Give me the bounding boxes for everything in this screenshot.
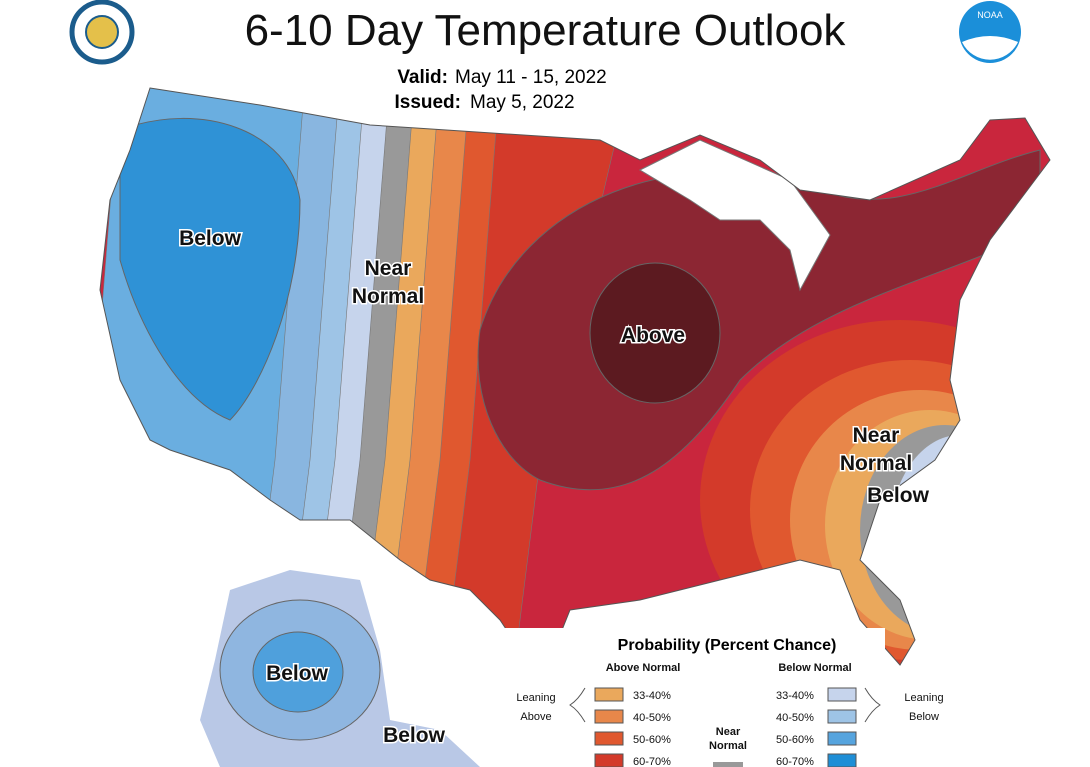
map-label: Below — [867, 484, 930, 507]
doc-seal-center — [85, 15, 119, 49]
legend-swatch — [594, 731, 624, 746]
legend-group: Below — [909, 711, 939, 723]
legend-group: Leaning — [516, 692, 555, 704]
noaa-text: NOAA — [977, 10, 1003, 20]
legend-swatch — [594, 753, 624, 767]
legend-label: 50-60% — [633, 734, 671, 746]
legend-swatch — [827, 753, 857, 767]
map-label: Near — [365, 257, 412, 280]
issued-label: Issued: — [394, 92, 461, 113]
legend-label: 40-50% — [776, 712, 814, 724]
legend-label: 60-70% — [776, 756, 814, 767]
legend-swatch — [827, 687, 857, 702]
legend-label: 60-70% — [633, 756, 671, 767]
map-label: Below — [383, 724, 446, 747]
conus-border — [99, 87, 1051, 666]
legend-heading: Above Normal — [606, 662, 681, 674]
map-label: Above — [621, 324, 685, 347]
alaska — [200, 570, 480, 767]
map-label: Normal — [840, 452, 912, 475]
map-label: Below — [266, 662, 329, 685]
legend-box — [495, 628, 885, 767]
legend-heading: Below Normal — [778, 662, 851, 674]
legend-group: Leaning — [904, 692, 943, 704]
noaa-wave — [962, 36, 1018, 60]
legend-brace — [864, 687, 881, 723]
legend-label: 50-60% — [776, 734, 814, 746]
title: 6-10 Day Temperature Outlook — [245, 6, 847, 55]
legend-title: Probability (Percent Chance) — [618, 637, 837, 654]
legend-swatch — [594, 687, 624, 702]
issued: May 5, 2022 — [470, 92, 575, 113]
legend-group: Normal — [709, 740, 747, 752]
legend-swatch — [827, 709, 857, 724]
map-label: Below — [179, 227, 242, 250]
legend-label: 40-50% — [633, 712, 671, 724]
legend-brace — [569, 687, 586, 723]
legend-group: Near — [716, 726, 741, 738]
legend-swatch — [827, 731, 857, 746]
legend-swatch — [713, 762, 743, 767]
map-label: Near — [853, 424, 900, 447]
valid-label: Valid: — [397, 67, 448, 88]
legend-label: 33-40% — [776, 690, 814, 702]
legend-group: Above — [520, 711, 551, 723]
legend-swatch — [594, 709, 624, 724]
valid: May 11 - 15, 2022 — [455, 67, 607, 88]
map-label: Normal — [352, 285, 424, 308]
legend-label: 33-40% — [633, 690, 671, 702]
